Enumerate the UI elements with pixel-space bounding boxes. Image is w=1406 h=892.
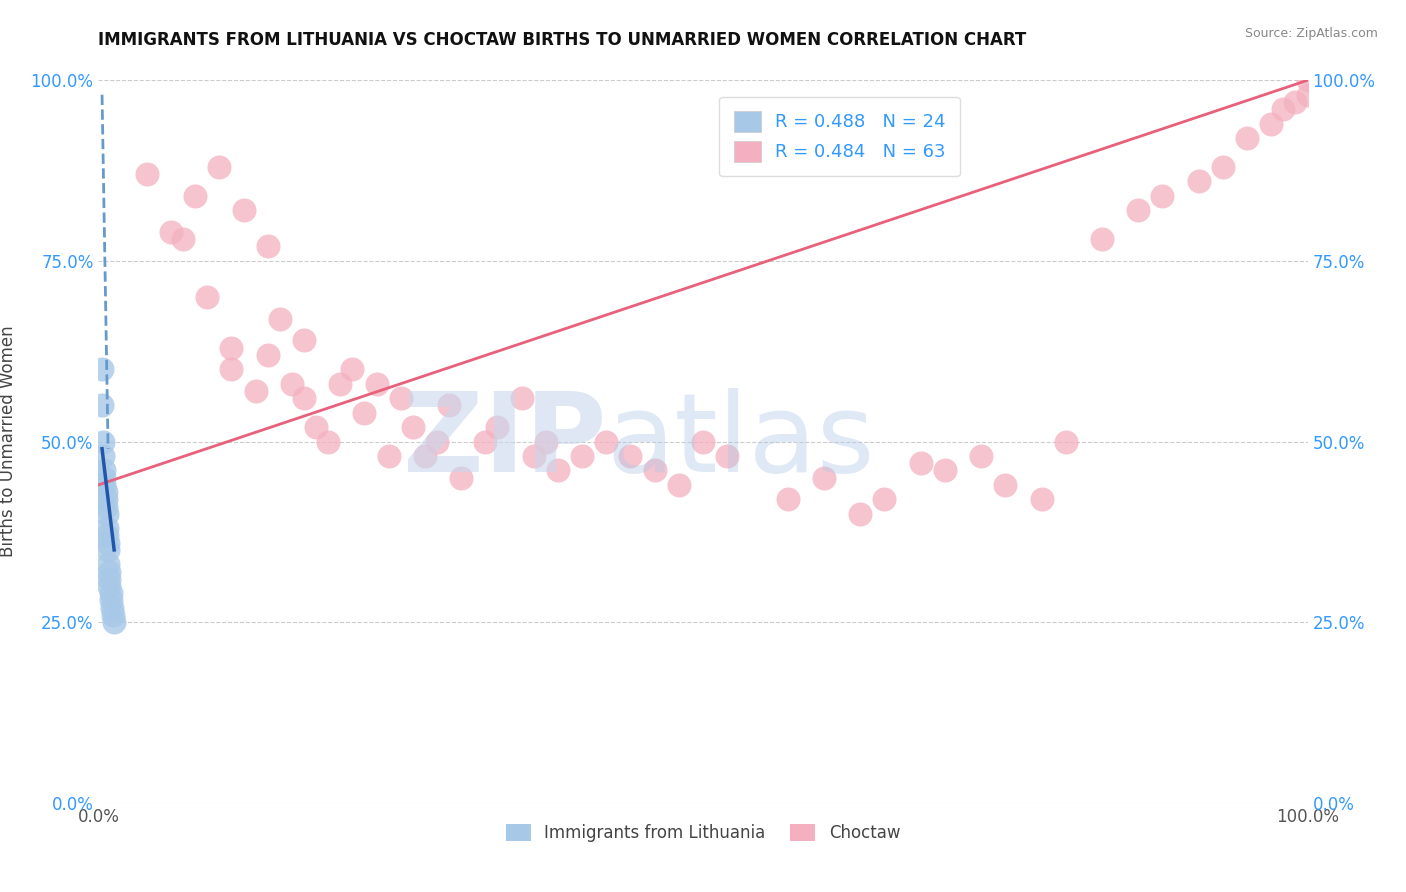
Point bbox=[534, 434, 557, 449]
Point bbox=[474, 434, 496, 449]
Point bbox=[1054, 434, 1077, 449]
Point bbox=[1031, 492, 1053, 507]
Point bbox=[97, 542, 120, 557]
Point bbox=[292, 334, 315, 348]
Point bbox=[450, 470, 472, 484]
Point bbox=[366, 376, 388, 391]
Point bbox=[96, 507, 118, 521]
Point bbox=[970, 449, 993, 463]
Point bbox=[94, 485, 117, 500]
Point bbox=[256, 348, 278, 362]
Point bbox=[184, 189, 207, 203]
Point bbox=[96, 521, 118, 535]
Point bbox=[98, 565, 121, 579]
Point bbox=[98, 572, 121, 586]
Point bbox=[316, 434, 339, 449]
Point bbox=[1284, 95, 1306, 109]
Point bbox=[94, 500, 117, 514]
Point bbox=[353, 406, 375, 420]
Point bbox=[1272, 102, 1295, 116]
Point bbox=[94, 492, 117, 507]
Point bbox=[1236, 131, 1258, 145]
Point bbox=[644, 463, 666, 477]
Point bbox=[91, 362, 114, 376]
Point bbox=[595, 434, 617, 449]
Point bbox=[91, 434, 114, 449]
Point bbox=[402, 420, 425, 434]
Point bbox=[994, 478, 1017, 492]
Point bbox=[281, 376, 304, 391]
Text: ZIP: ZIP bbox=[404, 388, 606, 495]
Point bbox=[873, 492, 896, 507]
Point bbox=[692, 434, 714, 449]
Point bbox=[426, 434, 449, 449]
Point bbox=[849, 507, 872, 521]
Point bbox=[292, 391, 315, 405]
Point bbox=[91, 398, 114, 412]
Point bbox=[342, 362, 364, 376]
Point bbox=[910, 456, 932, 470]
Point bbox=[100, 586, 122, 600]
Point bbox=[1296, 73, 1319, 87]
Point bbox=[97, 558, 120, 572]
Point bbox=[232, 203, 254, 218]
Point bbox=[389, 391, 412, 405]
Point bbox=[100, 600, 122, 615]
Text: Source: ZipAtlas.com: Source: ZipAtlas.com bbox=[1244, 27, 1378, 40]
Point bbox=[221, 341, 243, 355]
Point bbox=[377, 449, 399, 463]
Point bbox=[1128, 203, 1150, 218]
Point bbox=[329, 376, 352, 391]
Point bbox=[523, 449, 546, 463]
Point bbox=[1260, 117, 1282, 131]
Point bbox=[245, 384, 267, 398]
Point bbox=[486, 420, 509, 434]
Point bbox=[221, 362, 243, 376]
Point bbox=[813, 470, 835, 484]
Point bbox=[668, 478, 690, 492]
Point bbox=[413, 449, 436, 463]
Point bbox=[547, 463, 569, 477]
Point bbox=[93, 463, 115, 477]
Y-axis label: Births to Unmarried Women: Births to Unmarried Women bbox=[0, 326, 17, 558]
Point bbox=[571, 449, 593, 463]
Point bbox=[98, 579, 121, 593]
Point bbox=[1091, 232, 1114, 246]
Point bbox=[305, 420, 328, 434]
Point bbox=[934, 463, 956, 477]
Point bbox=[269, 311, 291, 326]
Point bbox=[1188, 174, 1211, 188]
Text: atlas: atlas bbox=[606, 388, 875, 495]
Point bbox=[437, 398, 460, 412]
Point bbox=[510, 391, 533, 405]
Point bbox=[91, 449, 114, 463]
Point bbox=[103, 615, 125, 630]
Point bbox=[195, 290, 218, 304]
Point bbox=[208, 160, 231, 174]
Point bbox=[135, 167, 157, 181]
Point bbox=[160, 225, 183, 239]
Point bbox=[93, 470, 115, 484]
Point bbox=[1296, 87, 1319, 102]
Point bbox=[101, 607, 124, 622]
Point bbox=[716, 449, 738, 463]
Point bbox=[93, 478, 115, 492]
Point bbox=[1212, 160, 1234, 174]
Point bbox=[1152, 189, 1174, 203]
Point bbox=[256, 239, 278, 253]
Legend: Immigrants from Lithuania, Choctaw: Immigrants from Lithuania, Choctaw bbox=[499, 817, 907, 848]
Point bbox=[619, 449, 641, 463]
Point bbox=[97, 535, 120, 549]
Point bbox=[96, 528, 118, 542]
Point bbox=[776, 492, 799, 507]
Point bbox=[100, 593, 122, 607]
Text: IMMIGRANTS FROM LITHUANIA VS CHOCTAW BIRTHS TO UNMARRIED WOMEN CORRELATION CHART: IMMIGRANTS FROM LITHUANIA VS CHOCTAW BIR… bbox=[98, 31, 1026, 49]
Point bbox=[172, 232, 194, 246]
